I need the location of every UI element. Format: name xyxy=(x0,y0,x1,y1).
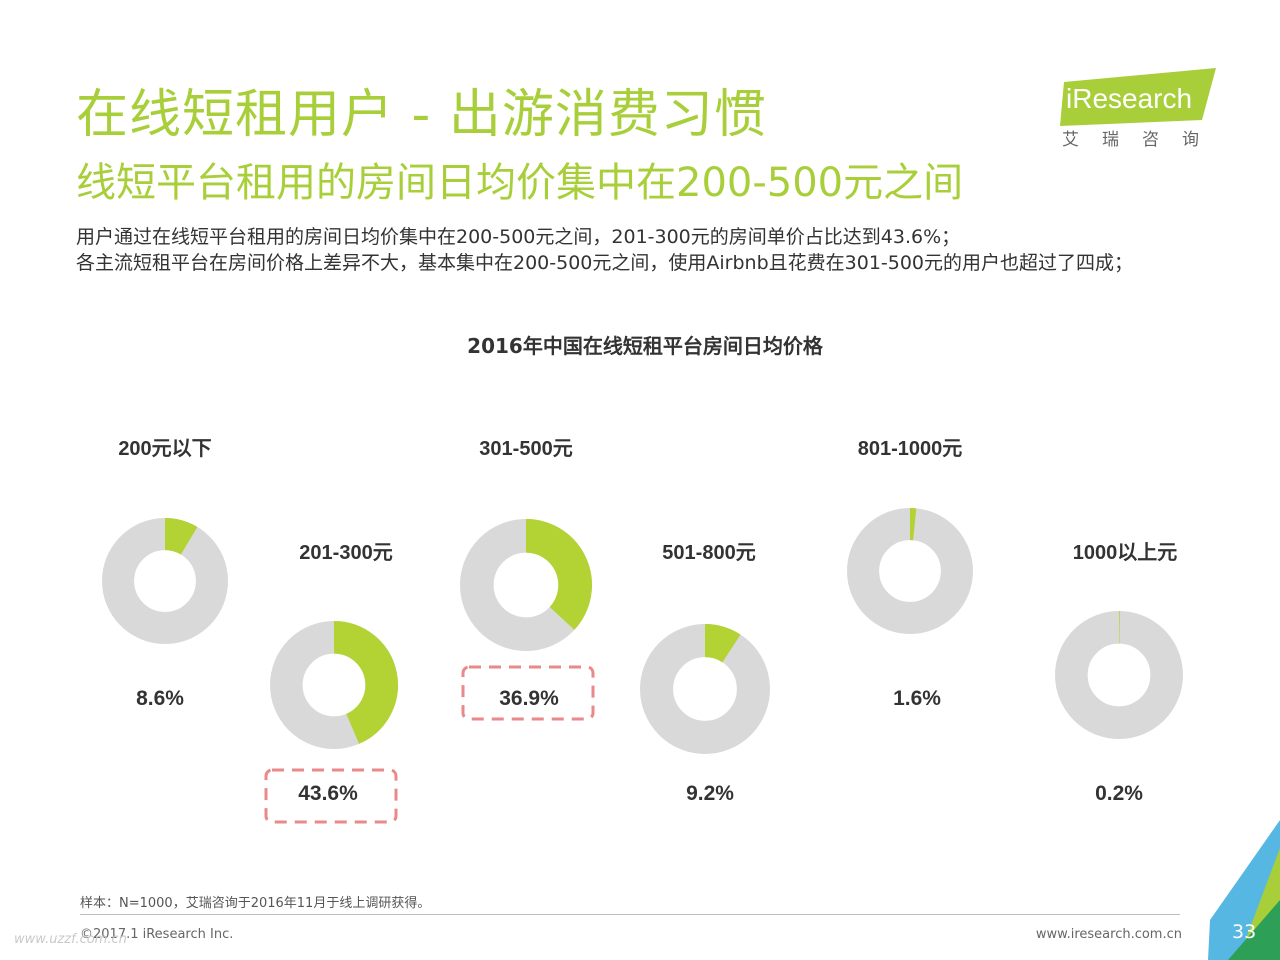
highlight-box-3 xyxy=(461,665,595,721)
iresearch-logo: iResearch xyxy=(1060,68,1216,126)
description-line-1: 用户通过在线短平台租用的房间日均价集中在200-500元之间，201-300元的… xyxy=(76,226,961,248)
donut-value-arc-2 xyxy=(333,621,398,744)
donut-2: 201-300元 43.6% xyxy=(264,542,399,824)
value-label-3: 36.9% xyxy=(499,687,559,710)
value-label-5: 1.6% xyxy=(893,687,941,710)
category-label-2: 201-300元 xyxy=(299,542,392,564)
value-label-6: 0.2% xyxy=(1095,782,1143,805)
donut-4: 501-800元 9.2% xyxy=(640,542,771,805)
value-label-1: 8.6% xyxy=(136,687,184,710)
sample-note: 样本：N=1000，艾瑞咨询于2016年11月于线上调研获得。 xyxy=(80,896,431,911)
category-label-6: 1000以上元 xyxy=(1073,541,1178,564)
description: 用户通过在线短平台租用的房间日均价集中在200-500元之间，201-300元的… xyxy=(76,224,1246,276)
watermark: www.uzzf.com.cn xyxy=(14,932,127,947)
page-title: 在线短租用户 - 出游消费习惯 xyxy=(76,85,767,145)
donut-6: 1000以上元 0.2% xyxy=(1054,541,1183,805)
page-subtitle: 线短平台租用的房间日均价集中在200-500元之间 xyxy=(76,160,964,206)
category-label-5: 801-1000元 xyxy=(858,438,963,460)
donut-value-arc-1 xyxy=(164,518,198,555)
description-line-2: 各主流短租平台在房间价格上差异不大，基本集中在200-500元之间，使用Airb… xyxy=(76,252,1134,274)
donut-5: 801-1000元 1.6% xyxy=(847,438,974,710)
category-label-3: 301-500元 xyxy=(479,438,572,460)
logo-chinese-text: 艾瑞咨询 xyxy=(1062,130,1222,150)
donut-3: 301-500元 36.9% xyxy=(460,438,595,721)
category-label-1: 200元以下 xyxy=(118,437,211,460)
donut-value-arc-3 xyxy=(525,519,592,630)
donut-1: 200元以下 8.6% xyxy=(102,437,229,710)
value-label-2: 43.6% xyxy=(298,782,358,805)
page-number: 33 xyxy=(1232,921,1257,943)
footer-divider xyxy=(80,914,1180,915)
category-label-4: 501-800元 xyxy=(662,542,755,564)
donut-value-arc-4 xyxy=(704,624,741,663)
logo-text: iResearch xyxy=(1066,83,1192,114)
website-link[interactable]: www.iresearch.com.cn xyxy=(1035,927,1182,942)
value-label-4: 9.2% xyxy=(686,782,734,805)
chart-title: 2016年中国在线短租平台房间日均价格 xyxy=(467,334,823,358)
highlight-box-2 xyxy=(264,768,398,824)
copyright: ©2017.1 iResearch Inc. xyxy=(80,927,234,942)
corner-decoration xyxy=(1208,820,1280,960)
